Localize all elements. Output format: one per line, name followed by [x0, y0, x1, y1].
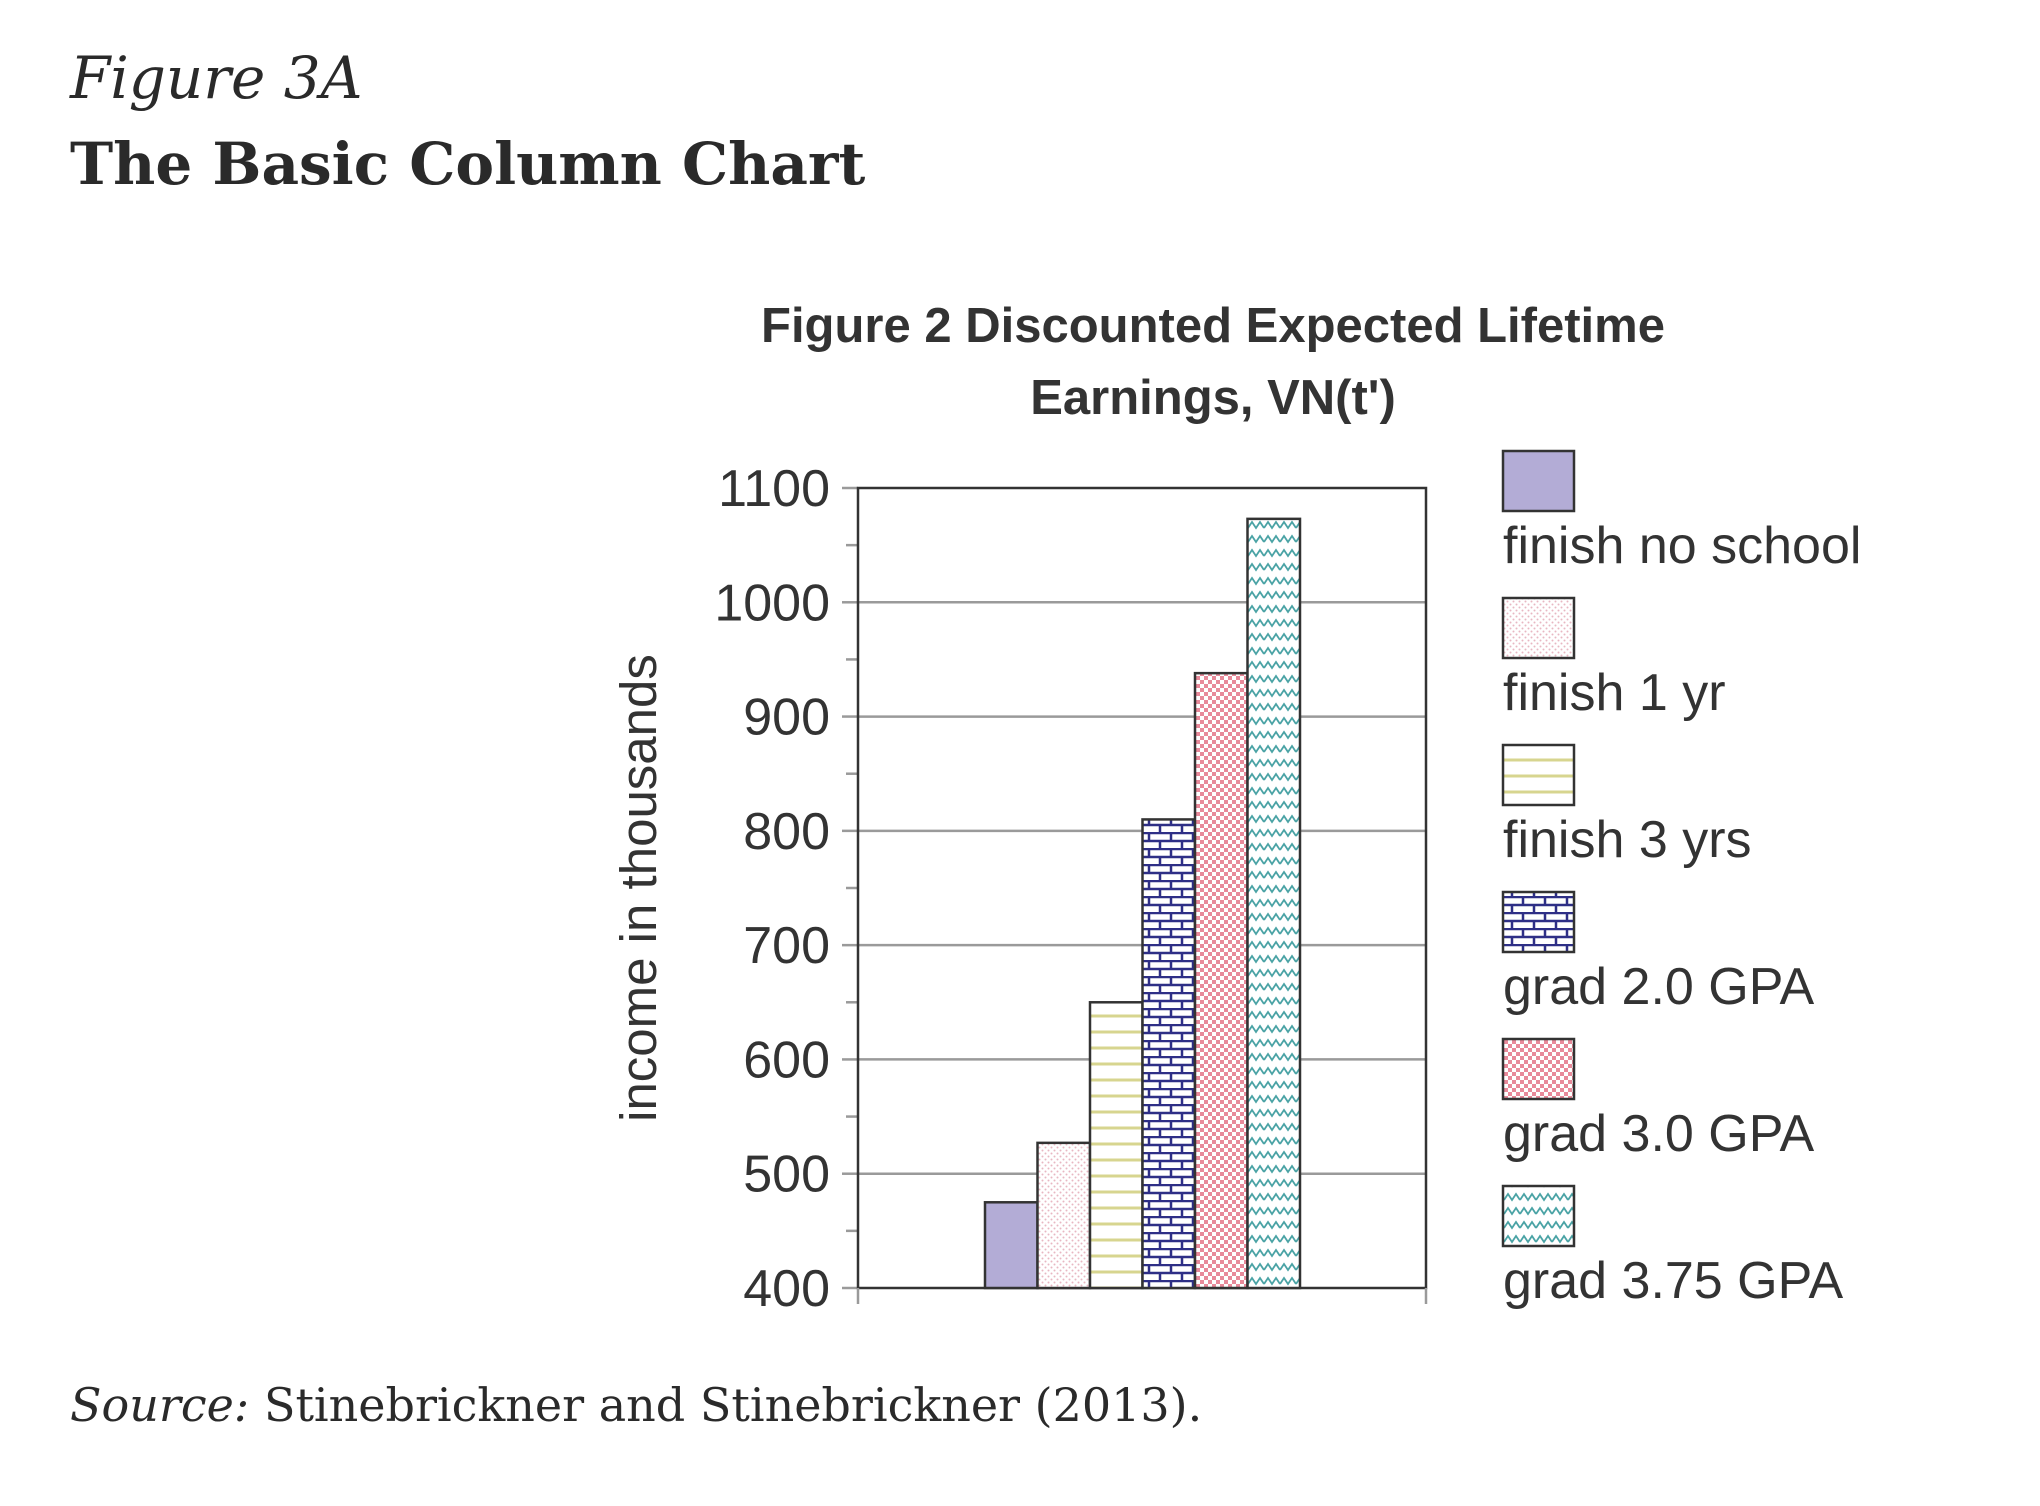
chart-title-line-2: Earnings, VN(t')	[1030, 371, 1396, 425]
legend-swatch	[1501, 743, 1576, 807]
source-note: Source: Stinebrickner and Stinebrickner …	[70, 1378, 1202, 1432]
legend-swatch	[1501, 890, 1576, 954]
y-tick-label: 400	[743, 1260, 830, 1318]
legend: finish no school finish 1 yr finish 3 yrs g…	[1501, 449, 1861, 1310]
y-tick-label: 600	[743, 1031, 830, 1089]
legend-swatch	[1501, 1184, 1576, 1248]
y-tick-label: 900	[743, 689, 830, 747]
y-axis-label: income in thousands	[610, 654, 667, 1122]
figure-title: The Basic Column Chart	[70, 130, 866, 198]
bar-finish-3-yrs	[1088, 1001, 1144, 1290]
figure-label: Figure 3A	[70, 44, 363, 112]
bar-finish-1-yr	[1036, 1141, 1092, 1290]
legend-label: grad 3.0 GPA	[1503, 1105, 1815, 1163]
source-text: Stinebrickner and Stinebrickner (2013).	[263, 1378, 1203, 1432]
legend-swatch	[1501, 449, 1576, 513]
y-tick-label: 800	[743, 803, 830, 861]
legend-label: finish no school	[1503, 517, 1861, 575]
legend-label: finish 1 yr	[1503, 664, 1726, 722]
legend-label: finish 3 yrs	[1503, 811, 1752, 869]
legend-swatch	[1501, 1037, 1576, 1101]
legend-label: grad 3.75 GPA	[1503, 1252, 1843, 1310]
y-tick-label: 1100	[718, 460, 830, 518]
y-tick-label: 500	[743, 1146, 830, 1204]
bar-grad-3-75-gpa	[1246, 517, 1302, 1290]
axes: 400 500 600 700 800 900 1000 1100	[714, 460, 1428, 1318]
y-tick-label: 1000	[714, 574, 830, 632]
legend-swatch	[1501, 596, 1576, 660]
bars	[983, 517, 1302, 1290]
bar-grad-2-0-gpa	[1141, 818, 1197, 1290]
chart-title-line-1: Figure 2 Discounted Expected Lifetime	[761, 299, 1665, 353]
bar-finish-no-school	[983, 1201, 1039, 1290]
legend-label: grad 2.0 GPA	[1503, 958, 1815, 1016]
source-label: Source:	[70, 1378, 250, 1432]
bar-grad-3-0-gpa	[1193, 671, 1249, 1290]
y-tick-label: 700	[743, 917, 830, 975]
